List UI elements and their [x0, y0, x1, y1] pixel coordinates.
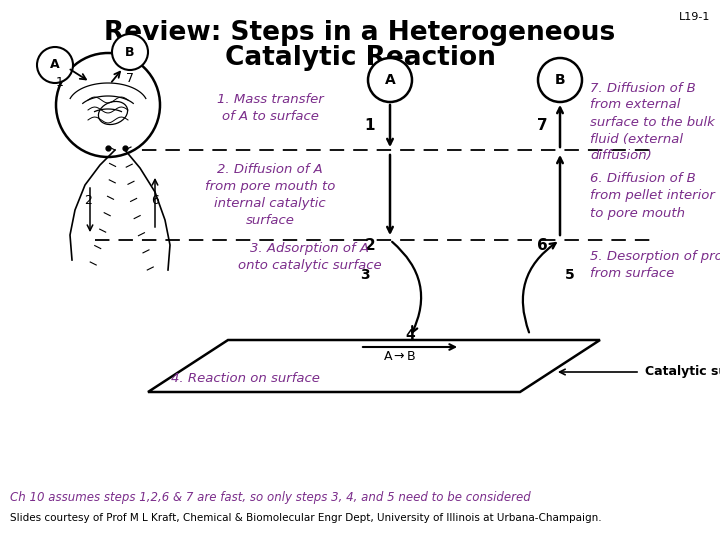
Text: 2: 2: [364, 238, 375, 253]
Text: Review: Steps in a Heterogeneous: Review: Steps in a Heterogeneous: [104, 20, 616, 46]
Text: 5. Desorption of product B
from surface: 5. Desorption of product B from surface: [590, 250, 720, 280]
Text: 6. Diffusion of B
from pellet interior
to pore mouth: 6. Diffusion of B from pellet interior t…: [590, 172, 715, 219]
Text: Slides courtesy of Prof M L Kraft, Chemical & Biomolecular Engr Dept, University: Slides courtesy of Prof M L Kraft, Chemi…: [10, 513, 602, 523]
Text: 3: 3: [360, 268, 370, 282]
Text: Ch 10 assumes steps 1,2,6 & 7 are fast, so only steps 3, 4, and 5 need to be con: Ch 10 assumes steps 1,2,6 & 7 are fast, …: [10, 491, 531, 504]
Text: A$\rightarrow$B: A$\rightarrow$B: [383, 350, 417, 363]
Text: 1: 1: [56, 77, 64, 90]
Circle shape: [538, 58, 582, 102]
Circle shape: [112, 34, 148, 70]
Text: 1. Mass transfer
of A to surface: 1. Mass transfer of A to surface: [217, 93, 323, 123]
Text: B: B: [554, 73, 565, 87]
Text: 4. Reaction on surface: 4. Reaction on surface: [171, 372, 320, 384]
Polygon shape: [148, 340, 600, 392]
Text: 6: 6: [151, 193, 159, 206]
Text: Catalytic surface: Catalytic surface: [645, 366, 720, 379]
Text: A: A: [99, 130, 107, 140]
Circle shape: [56, 53, 160, 157]
Text: 7: 7: [536, 118, 547, 132]
Text: B: B: [125, 45, 135, 58]
Text: 7. Diffusion of B
from external
surface to the bulk
fluid (external
diffusion): 7. Diffusion of B from external surface …: [590, 82, 715, 163]
Text: 2. Diffusion of A
from pore mouth to
internal catalytic
surface: 2. Diffusion of A from pore mouth to int…: [204, 163, 336, 227]
Text: 5: 5: [565, 268, 575, 282]
Text: 3. Adsorption of A
onto catalytic surface: 3. Adsorption of A onto catalytic surfac…: [238, 242, 382, 272]
Text: Catalytic Reaction: Catalytic Reaction: [225, 45, 495, 71]
Text: 6: 6: [536, 238, 547, 253]
Text: A: A: [384, 73, 395, 87]
Text: A: A: [50, 58, 60, 71]
Text: 1: 1: [365, 118, 375, 132]
Text: B: B: [124, 130, 132, 140]
Circle shape: [37, 47, 73, 83]
Text: 7: 7: [126, 71, 134, 84]
Circle shape: [368, 58, 412, 102]
Text: 4: 4: [405, 328, 415, 342]
Text: L19-1: L19-1: [679, 12, 710, 22]
Text: 2: 2: [84, 193, 92, 206]
